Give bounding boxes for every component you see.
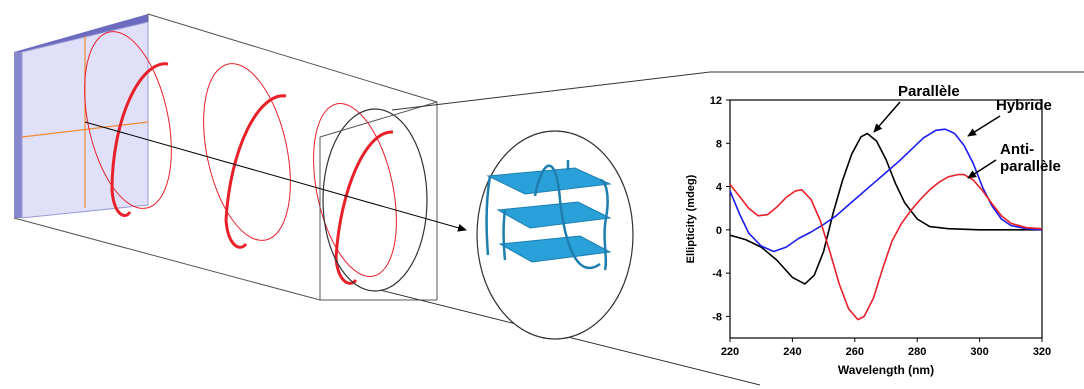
parallel-annotation-arrow xyxy=(873,101,901,133)
polarizer-plate xyxy=(14,14,149,219)
series-line-1 xyxy=(729,128,1043,253)
x-tick-label: 220 xyxy=(721,346,739,358)
antiparallel-annotation-line1: Anti- xyxy=(1000,141,1034,158)
hybrid-annotation-arrow xyxy=(967,115,1001,137)
hybrid-annotation: Hybride xyxy=(996,97,1052,114)
x-tick-label: 280 xyxy=(908,346,926,358)
x-tick-label: 260 xyxy=(846,346,864,358)
y-tick-label: 8 xyxy=(716,138,722,150)
plot-frame xyxy=(729,99,1043,339)
beam-box-top-front xyxy=(319,101,438,138)
x-axis-label: Wavelength (nm) xyxy=(838,363,934,377)
cd-spectrum-chart: 220 240 260 280 300 320 12 8 4 0 -4 -8 Wavelength (… xyxy=(685,95,1051,377)
parallel-annotation: Parallèle xyxy=(898,83,960,100)
axis-ticks: 220 240 260 280 300 320 12 8 4 0 -4 -8 xyxy=(710,95,1051,358)
g-quadruplex-structure xyxy=(485,160,612,271)
x-tick-label: 320 xyxy=(1033,346,1051,358)
circular-polarized-light-helix xyxy=(84,31,397,285)
x-tick-label: 300 xyxy=(970,346,988,358)
y-tick-label: 4 xyxy=(716,182,723,194)
y-tick-label: 12 xyxy=(710,95,722,107)
series-line-2 xyxy=(729,173,1043,321)
y-tick-label: -4 xyxy=(712,268,723,280)
antiparallel-annotation-line2: parallèle xyxy=(1000,158,1061,175)
series-line-0 xyxy=(729,132,1042,285)
annotations: Parallèle Hybride Anti- parallèle xyxy=(873,83,1061,179)
y-axis-label: Ellipticity (mdeg) xyxy=(685,174,697,263)
light-propagation-arrow xyxy=(84,121,467,232)
y-tick-label: 0 xyxy=(716,225,722,237)
y-tick-label: -8 xyxy=(712,311,722,323)
x-tick-label: 240 xyxy=(783,346,801,358)
series-lines xyxy=(729,128,1043,321)
g-quadruplex-zoom xyxy=(476,130,634,340)
antiparallel-annotation-arrow xyxy=(967,159,997,179)
sample-cell xyxy=(322,108,428,292)
